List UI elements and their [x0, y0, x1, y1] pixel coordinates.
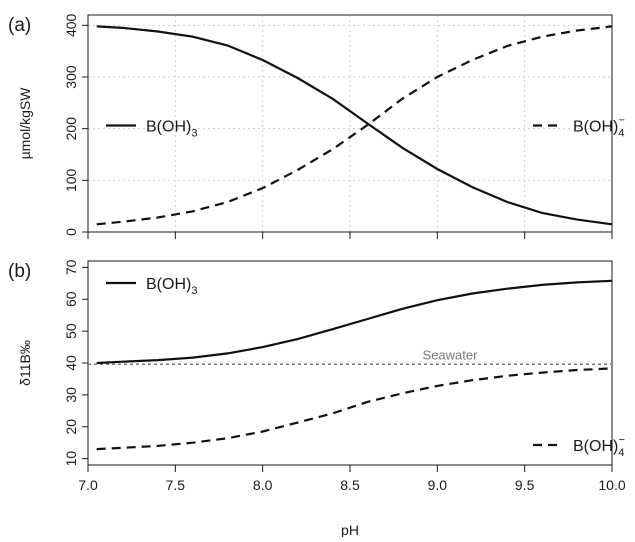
panel-label: (a): [8, 15, 31, 36]
legend-label-subscript: 4: [618, 447, 624, 459]
y-tick-label: 10: [63, 451, 79, 467]
x-tick-label: 10.0: [598, 477, 625, 493]
series-line-boh4: [96, 25, 613, 226]
panel-b: 10 20 30 40 50 60 70 7.0 7.5 8.0 8.5 9.0 9.5 10.0 δ11B…: [8, 259, 626, 538]
legend-label-base: B(OH): [573, 119, 618, 136]
legend-label-base: B(OH): [146, 276, 191, 293]
y-tick-label: 40: [63, 355, 79, 371]
y-tick-label: 200: [63, 117, 79, 141]
series-line-boh3: [96, 25, 613, 226]
x-tick-label: 8.5: [340, 477, 360, 493]
legend-label-subscript: 3: [191, 128, 197, 140]
legend-label: B(OH)3: [146, 276, 197, 297]
panel-label: (b): [8, 261, 31, 282]
legend-label-subscript: 3: [191, 285, 197, 297]
y-tick-label: 20: [63, 419, 79, 435]
y-tick-label: 60: [63, 291, 79, 307]
legend-label-base: B(OH): [146, 119, 191, 136]
legend-label-superscript: −: [618, 434, 624, 446]
seawater-label: Seawater: [423, 347, 479, 362]
y-tick-label: 30: [63, 387, 79, 403]
legend-label-base: B(OH): [573, 438, 618, 455]
legend-label-superscript: −: [618, 115, 624, 127]
y-tick-label: 100: [63, 168, 79, 192]
x-tick-label: 9.5: [515, 477, 535, 493]
x-axis-label: pH: [341, 522, 359, 537]
y-tick-label: 300: [63, 65, 79, 89]
x-tick-label: 8.0: [253, 477, 273, 493]
y-tick-label: 70: [63, 259, 79, 275]
legend-label-subscript: 4: [618, 128, 624, 140]
y-axis-label: µmol/kgSW: [17, 87, 33, 160]
y-tick-label: 400: [63, 13, 79, 37]
x-tick-label: 9.0: [428, 477, 448, 493]
series-line-boh4: [96, 367, 613, 451]
x-tick-label: 7.0: [78, 477, 98, 493]
legend-label: B(OH)3: [146, 119, 197, 140]
series-line-boh3: [96, 279, 613, 365]
legend-label: B(OH)4−: [573, 434, 625, 459]
x-tick-label: 7.5: [166, 477, 186, 493]
y-tick-label: 0: [63, 228, 79, 236]
legend-label: B(OH)4−: [573, 115, 625, 140]
y-tick-label: 50: [63, 323, 79, 339]
y-axis-label: δ11B‰: [17, 340, 33, 386]
